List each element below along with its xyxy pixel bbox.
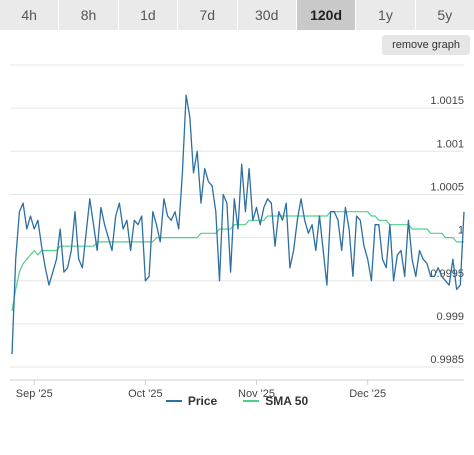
tab-7d[interactable]: 7d: [178, 0, 238, 30]
legend-item-price[interactable]: Price: [165, 394, 218, 408]
x-tick-label: Dec '25: [349, 388, 386, 400]
legend-item-sma[interactable]: SMA 50: [243, 394, 308, 408]
tab-120d[interactable]: 120d: [296, 0, 357, 30]
legend-price-label: Price: [187, 394, 218, 408]
y-tick-label: 0.9985: [430, 354, 464, 366]
remove-graph-button[interactable]: remove graph: [382, 35, 470, 55]
price-series-line: [11, 94, 465, 355]
tab-1d[interactable]: 1d: [118, 0, 179, 30]
legend-sma-swatch: [243, 400, 260, 402]
tab-5y[interactable]: 5y: [415, 0, 474, 30]
x-tick-label: Sep '25: [16, 388, 53, 400]
y-tick-label: 1.0005: [430, 181, 464, 193]
y-tick-label: 1.0015: [430, 95, 464, 107]
tab-1y[interactable]: 1y: [356, 0, 416, 30]
tab-8h[interactable]: 8h: [59, 0, 119, 30]
y-tick-label: 1.001: [436, 138, 464, 150]
x-tick-label: Nov '25: [238, 388, 275, 400]
y-tick-label: 0.999: [436, 311, 464, 323]
tab-30d[interactable]: 30d: [237, 0, 297, 30]
legend-price-swatch: [165, 400, 182, 402]
timeframe-tabs: 4h 8h 1d 7d 30d 120d 1y 5y: [0, 0, 474, 30]
chart-legend: Price SMA 50: [0, 390, 474, 412]
legend-sma-label: SMA 50: [265, 394, 309, 408]
tab-4h[interactable]: 4h: [0, 0, 60, 30]
y-tick-label: 1: [458, 225, 464, 237]
x-tick-label: Oct '25: [128, 388, 163, 400]
